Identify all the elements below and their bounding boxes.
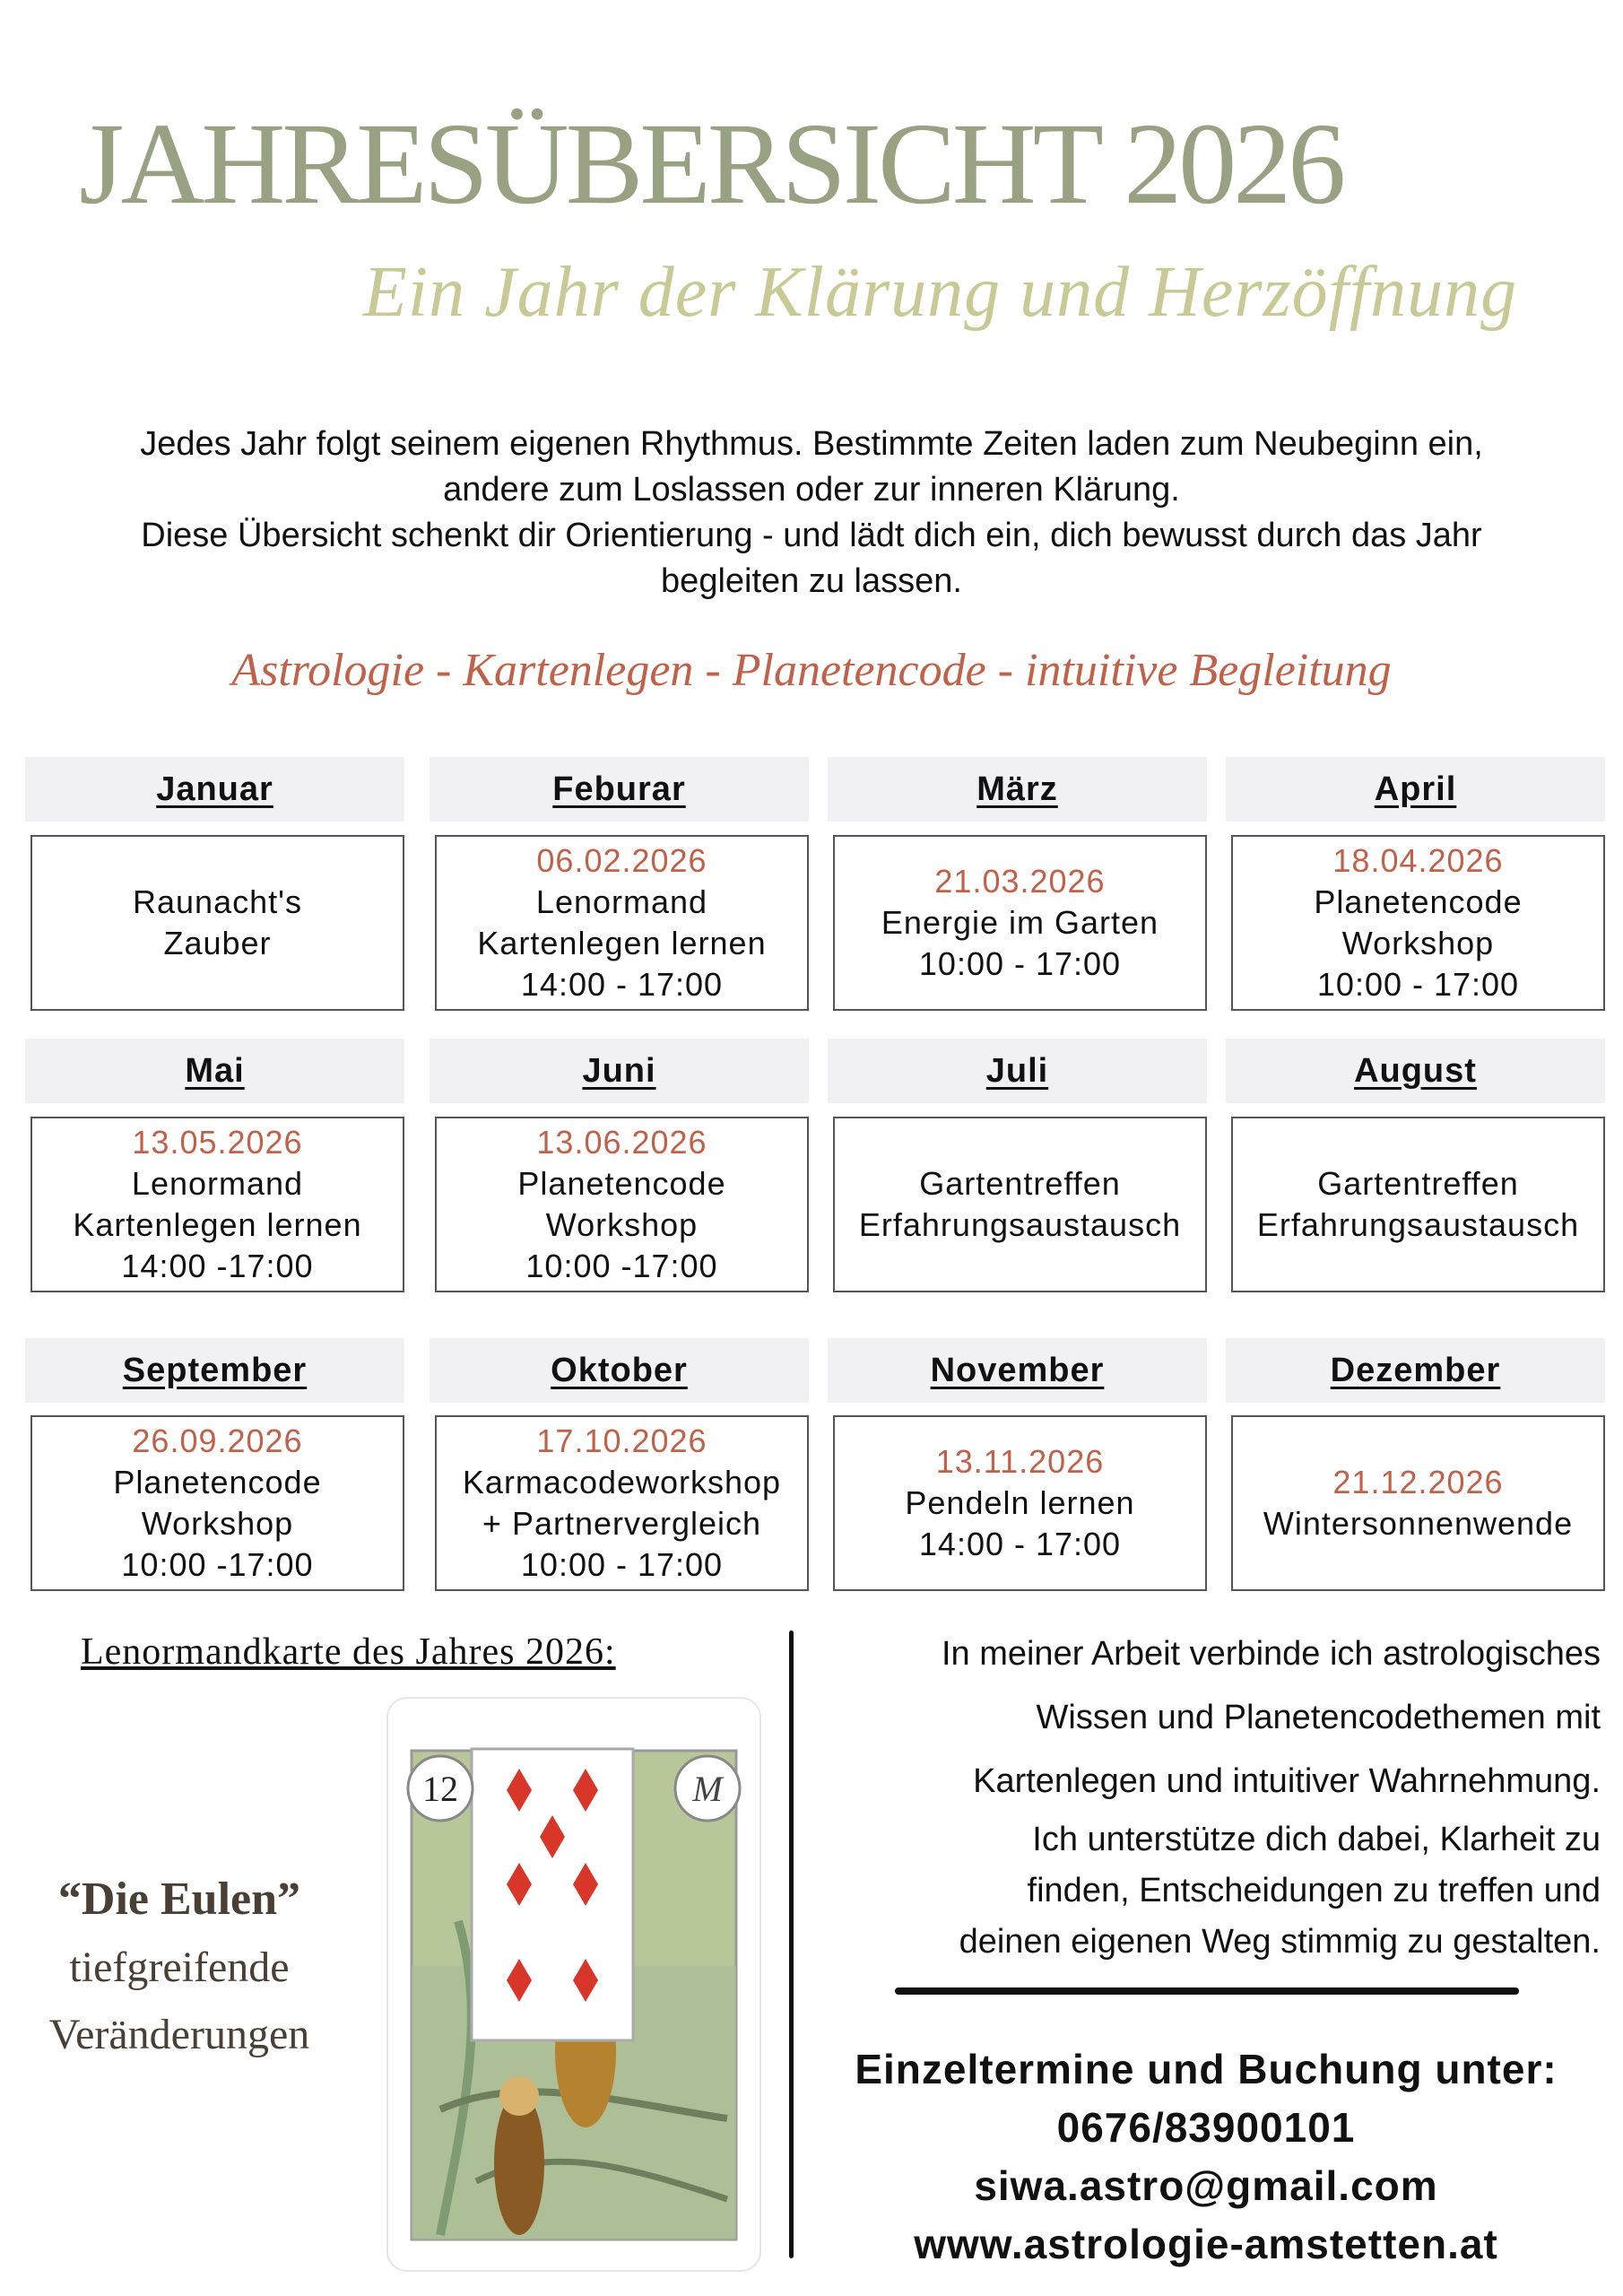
contact-phone[interactable]: 0676/83900101 — [1056, 2104, 1356, 2151]
event-line: 14:00 -17:00 — [121, 1248, 314, 1284]
brush-divider — [895, 1987, 1519, 1995]
event-date: 17.10.2026 — [536, 1422, 707, 1459]
event-line: Wintersonnenwende — [1263, 1505, 1574, 1542]
contact-website[interactable]: www.astrologie-amstetten.at — [914, 2221, 1498, 2267]
about-line: Wissen und Planetencodethemen mit — [1036, 1699, 1601, 1736]
about-line: deinen eigenen Weg stimmig zu gestalten. — [959, 1923, 1601, 1961]
event-line: Erfahrungsaustausch — [858, 1206, 1182, 1243]
month-event-box: 26.09.2026 Planetencode Workshop 10:00 -17:… — [30, 1415, 404, 1591]
event-date: 18.04.2026 — [1332, 842, 1504, 879]
event-date: 26.09.2026 — [132, 1422, 303, 1459]
page-subtitle: Ein Jahr der Klärung und Herzöffnung — [363, 253, 1518, 332]
month-header: Juni — [430, 1039, 809, 1103]
tagline: Astrologie - Kartenlegen - Planetencode … — [231, 645, 1392, 696]
event-line: Gartentreffen — [1317, 1165, 1519, 1202]
month-header: August — [1226, 1039, 1605, 1103]
event-line: Planetencode — [1314, 883, 1523, 920]
about-line: Kartenlegen und intuitiver Wahrnehmung. — [973, 1762, 1601, 1800]
event-line: Planetencode — [517, 1165, 726, 1202]
event-line: + Partnervergleich — [482, 1505, 762, 1542]
event-line: 10:00 -17:00 — [121, 1546, 314, 1583]
event-date: 13.06.2026 — [536, 1124, 707, 1161]
event-line: Workshop — [141, 1505, 294, 1542]
event-line: Workshop — [545, 1206, 699, 1243]
month-event-box: 18.04.2026 Planetencode Workshop 10:00 - 17… — [1231, 835, 1605, 1011]
diamond-pips — [507, 1769, 598, 2002]
intro-line: Jedes Jahr folgt seinem eigenen Rhythmus… — [140, 425, 1483, 463]
about-text: In meiner Arbeit verbinde ich astrologis… — [803, 1629, 1601, 1968]
intro-line: andere zum Loslassen oder zur inneren Kl… — [443, 471, 1180, 509]
event-line: 14:00 - 17:00 — [520, 966, 724, 1003]
month-event-box: 13.05.2026 Lenormand Kartenlegen lernen 14:… — [30, 1117, 404, 1292]
month-header: November — [828, 1338, 1207, 1403]
month-event-box: 21.03.2026 Energie im Garten 10:00 - 17:00 — [833, 835, 1207, 1011]
month-event-box: 13.11.2026 Pendeln lernen 14:00 - 17:00 — [833, 1415, 1207, 1591]
month-event-box: Gartentreffen Erfahrungsaustausch — [1231, 1117, 1605, 1292]
month-header: Juli — [828, 1039, 1207, 1103]
month-header: Januar — [25, 757, 404, 822]
month-header: September — [25, 1338, 404, 1403]
card-description: “Die Eulen” tiefgreifende Veränderungen — [27, 1866, 332, 2068]
card-desc-line: tiefgreifende — [69, 1944, 290, 1991]
event-line: 10:00 - 17:00 — [918, 945, 1122, 982]
event-line: 10:00 -17:00 — [525, 1248, 718, 1284]
month-event-box: 17.10.2026 Karmacodeworkshop + Partnerverg… — [435, 1415, 809, 1591]
event-date: 13.05.2026 — [132, 1124, 303, 1161]
event-date: 06.02.2026 — [536, 842, 707, 879]
event-date: 13.11.2026 — [935, 1443, 1105, 1480]
event-line: Lenormand — [535, 883, 708, 920]
card-number: 12 — [422, 1769, 458, 1809]
month-event-box: 06.02.2026 Lenormand Kartenlegen lernen 14:… — [435, 835, 809, 1011]
month-header: Mai — [25, 1039, 404, 1103]
event-line: Energie im Garten — [881, 904, 1159, 941]
card-corner-letter: M — [691, 1769, 725, 1809]
event-line: Karmacodeworkshop — [462, 1464, 782, 1500]
about-line: finden, Entscheidungen zu treffen und — [1027, 1872, 1601, 1909]
event-line: Erfahrungsaustausch — [1256, 1206, 1580, 1243]
card-name: “Die Eulen” — [57, 1874, 301, 1925]
contact-heading: Einzeltermine und Buchung unter: — [855, 2046, 1558, 2092]
event-line: Lenormand — [131, 1165, 304, 1202]
event-line: Raunacht's — [133, 883, 302, 920]
contact-email[interactable]: siwa.astro@gmail.com — [974, 2162, 1438, 2209]
event-line: Workshop — [1341, 925, 1495, 961]
card-heading: Lenormandkarte des Jahres 2026: — [81, 1631, 616, 1673]
event-line: Pendeln lernen — [905, 1484, 1135, 1521]
vertical-divider — [789, 1631, 794, 2258]
event-line: 10:00 - 17:00 — [520, 1546, 724, 1583]
about-line: Ich unterstütze dich dabei, Klarheit zu — [1032, 1821, 1601, 1858]
month-header: April — [1226, 757, 1605, 822]
contact-block: Einzeltermine und Buchung unter: 0676/83… — [803, 2040, 1610, 2274]
intro-line: Diese Übersicht schenkt dir Orientierung… — [141, 517, 1482, 554]
event-line: 14:00 - 17:00 — [918, 1526, 1122, 1562]
event-line: Zauber — [163, 925, 272, 961]
event-date: 21.12.2026 — [1332, 1464, 1504, 1500]
about-line: In meiner Arbeit verbinde ich astrologis… — [941, 1635, 1601, 1673]
event-line: Planetencode — [113, 1464, 322, 1500]
month-event-box: 13.06.2026 Planetencode Workshop 10:00 -17:… — [435, 1117, 809, 1292]
event-line: Gartentreffen — [919, 1165, 1121, 1202]
event-line: Kartenlegen lernen — [477, 925, 767, 961]
month-header: Feburar — [430, 757, 809, 822]
month-header: Dezember — [1226, 1338, 1605, 1403]
month-event-box: Gartentreffen Erfahrungsaustausch — [833, 1117, 1207, 1292]
month-event-box: Raunacht's Zauber — [30, 835, 404, 1011]
lenormand-owls-card-image: 12 M — [386, 1697, 761, 2272]
event-line: Kartenlegen lernen — [73, 1206, 362, 1243]
intro-line: begleiten zu lassen. — [661, 562, 962, 600]
event-line: 10:00 - 17:00 — [1316, 966, 1520, 1003]
event-date: 21.03.2026 — [934, 863, 1106, 900]
month-header: Oktober — [430, 1338, 809, 1403]
month-event-box: 21.12.2026 Wintersonnenwende — [1231, 1415, 1605, 1591]
card-desc-line: Veränderungen — [48, 2011, 310, 2058]
month-header: März — [828, 757, 1207, 822]
page-title: JAHRESÜBERSICHT 2026 — [79, 100, 1346, 229]
intro-text: Jedes Jahr folgt seinem eigenen Rhythmus… — [0, 422, 1623, 604]
